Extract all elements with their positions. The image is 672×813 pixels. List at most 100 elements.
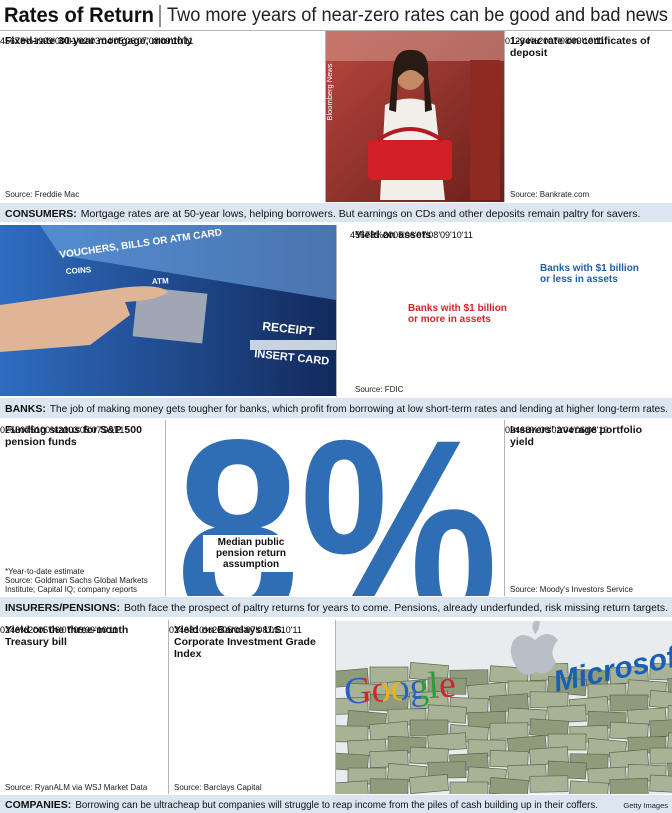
photo-shape — [470, 60, 500, 200]
x-tick-label: '09 — [438, 230, 451, 240]
photo-text: Google — [343, 663, 458, 713]
x-tick-label: '04 — [561, 425, 574, 435]
cash-bundle — [667, 732, 672, 752]
photo-shape — [132, 286, 208, 344]
photo-credit: Bloomberg News — [325, 63, 334, 120]
cash-bundle — [649, 774, 672, 794]
x-tick-label: '11 — [106, 625, 118, 635]
x-tick-label: '05 — [78, 425, 90, 435]
caption-text: The job of making money gets tougher for… — [50, 403, 668, 415]
caption-bar — [0, 203, 672, 222]
x-tick-label: '11* — [113, 425, 128, 435]
footnote: *Year-to-date estimate — [5, 567, 85, 576]
cash-bundle — [609, 777, 649, 794]
x-tick-label: '10 — [596, 425, 609, 435]
cash-bundle — [449, 781, 489, 794]
x-tick-label: '10 — [279, 625, 291, 635]
caption-text: Both face the prospect of paltry returns… — [124, 602, 668, 614]
y-tick-label: 4 — [0, 36, 6, 46]
y-tick-label: 2 — [515, 36, 521, 46]
chart-title: Yield on the three-month Treasury bill — [5, 624, 129, 648]
x-tick-label: '07 — [89, 425, 102, 435]
y-tick-label: 5 — [355, 230, 361, 240]
photo-shape — [250, 340, 336, 350]
y-tick-label: 0 — [0, 625, 6, 635]
x-tick-label: '06 — [232, 625, 244, 635]
y-tick-label: 7 — [15, 36, 21, 46]
source: Source: Barclays Capital — [174, 783, 262, 792]
y-tick-label: 8% — [20, 36, 34, 46]
x-tick-label: 2005 — [383, 230, 404, 240]
caption-label: COMPANIES: — [5, 799, 71, 811]
x-tick-label: '00 — [538, 425, 550, 435]
x-tick-label: '08 — [255, 625, 268, 635]
chart: 0246%2005'06'07'08'09'10'11 — [0, 620, 118, 638]
cash-bundle — [609, 694, 649, 712]
caption-bar — [0, 398, 672, 418]
chart-footer: Source: Bankrate.com — [510, 190, 669, 199]
y-tick-label: 0 — [169, 625, 175, 635]
caption-text: Mortgage rates are at 50-year lows, help… — [81, 208, 641, 220]
x-tick-label: '08 — [71, 625, 84, 635]
photo-shape — [40, 225, 336, 300]
y-tick-label: 4 — [179, 625, 185, 635]
chart: 02468%'00'02'04'06'08'10 — [505, 420, 608, 438]
y-tick-label: 4% — [525, 36, 539, 46]
photo-atm — [0, 225, 336, 396]
x-tick-label: '05 — [111, 36, 124, 46]
caption-label: CONSUMERS: — [5, 208, 77, 220]
y-tick-label: 100% — [35, 425, 59, 435]
source: Source: Bankrate.com — [510, 190, 590, 199]
x-tick-label: 2005 — [28, 625, 49, 635]
photo-text: ATM — [152, 276, 169, 286]
y-tick-label: 6 — [10, 36, 16, 46]
chart-title: Yield on Barclays U.S. Corporate Investm… — [174, 624, 316, 660]
x-tick-label: '10 — [170, 36, 183, 46]
x-tick-label: '06 — [123, 36, 136, 46]
photo-shape — [389, 49, 432, 112]
y-tick-label: 10% — [194, 625, 213, 635]
caption-label: BANKS: — [5, 403, 46, 415]
cash-bundle — [369, 778, 409, 794]
x-tick-label: '09 — [158, 36, 171, 46]
cash-bundle — [649, 747, 672, 765]
page-subtitle: Two more years of near-zero rates can be… — [167, 5, 668, 26]
chart: 45678%1999'00'01'02'03'04'05'06'07'08'09… — [0, 31, 193, 49]
y-tick-label: 0 — [505, 425, 511, 435]
x-tick-label: '10 — [450, 230, 462, 240]
photo-text: RECEIPT — [262, 319, 316, 338]
photo-shape — [376, 127, 444, 142]
chart-title: Funding status for S&P 500 pension funds — [5, 424, 142, 448]
chart-title: Yield on assets — [355, 229, 432, 241]
y-tick-label: 75 — [25, 425, 36, 435]
cash-bundle — [667, 705, 672, 723]
series-label: Banks with $1 billion or less in assets — [540, 263, 639, 285]
y-tick-label: 4 — [10, 625, 16, 635]
chart-footer: Source: RyanALM via WSJ Market Data — [5, 783, 165, 792]
x-tick-label: '07 — [135, 36, 147, 46]
y-tick-label: 5 — [5, 36, 11, 46]
x-tick-label: '06 — [48, 625, 60, 635]
x-tick-label: '09 — [267, 625, 280, 635]
x-tick-label: '11 — [593, 36, 605, 46]
y-tick-label: 6 — [360, 230, 366, 240]
chart-panel: 0255075100%2003'05'07'09'11* Funding stat… — [0, 420, 165, 597]
x-tick-label: '02 — [549, 425, 562, 435]
y-tick-label: 8 — [189, 625, 195, 635]
x-tick-label: '08 — [426, 230, 439, 240]
caption-bar — [0, 597, 672, 617]
source: Source: Goldman Sachs Global Markets Ins… — [5, 576, 148, 594]
chart-panel: 0246%2005'06'07'08'09'10'11 Yield on the … — [0, 620, 168, 795]
y-tick-label: 8% — [370, 230, 384, 240]
photo-credit: Getty Images — [623, 801, 668, 810]
chart-panel: 0246810%2005'06'07'08'09'10'11 Yield on B… — [169, 620, 335, 795]
cash-bundle — [488, 776, 530, 794]
x-tick-label: 1999 — [33, 36, 54, 46]
y-tick-label: 6 — [520, 425, 526, 435]
x-tick-label: '09 — [101, 425, 114, 435]
x-tick-label: '06 — [573, 425, 586, 435]
chart-title: Insurers' average portfolio yield — [510, 424, 643, 448]
x-tick-label: '06 — [403, 230, 415, 240]
x-tick-label: '08 — [558, 36, 570, 46]
chart-title: 1-year rate on certificates of deposit — [510, 35, 651, 59]
